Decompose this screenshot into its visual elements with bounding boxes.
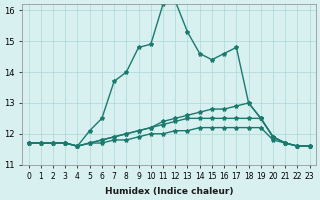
X-axis label: Humidex (Indice chaleur): Humidex (Indice chaleur) xyxy=(105,187,233,196)
